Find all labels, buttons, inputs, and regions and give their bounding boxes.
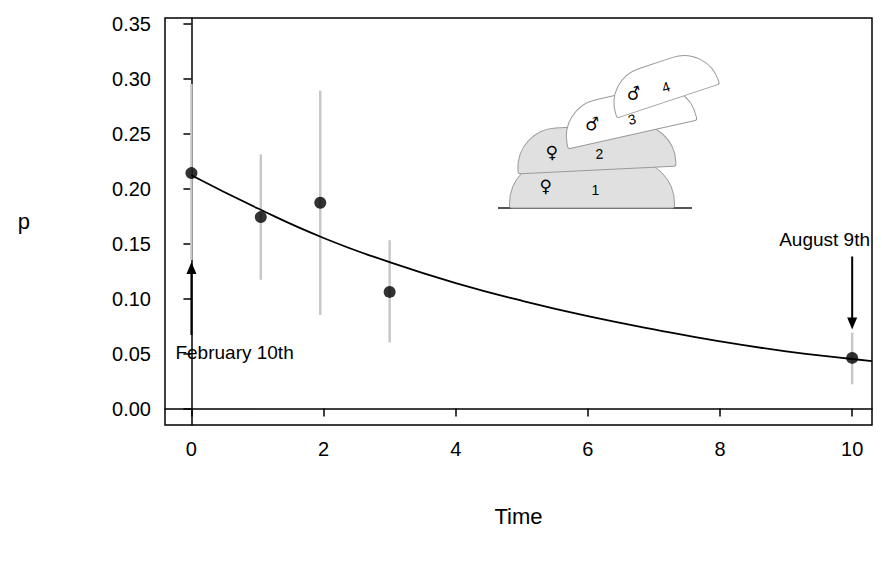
svg-text:4: 4 [660,78,673,96]
svg-text:3: 3 [626,110,638,128]
svg-text:0.00: 0.00 [112,398,151,420]
svg-text:p: p [18,209,30,234]
svg-text:8: 8 [714,438,725,460]
svg-text:2: 2 [595,146,604,162]
svg-text:0.30: 0.30 [112,68,151,90]
svg-text:6: 6 [582,438,593,460]
svg-text:2: 2 [318,438,329,460]
svg-text:4: 4 [450,438,461,460]
svg-text:0.05: 0.05 [112,343,151,365]
svg-text:1: 1 [591,182,599,198]
svg-text:0.10: 0.10 [112,288,151,310]
svg-text:Time: Time [494,504,542,529]
svg-text:♂: ♂ [583,113,602,136]
svg-text:♀: ♀ [540,176,552,196]
svg-text:0.25: 0.25 [112,123,151,145]
svg-text:0.20: 0.20 [112,178,151,200]
svg-text:♀: ♀ [545,142,558,163]
svg-text:10: 10 [841,438,863,460]
svg-text:0.15: 0.15 [112,233,151,255]
svg-text:August 9th: August 9th [779,229,870,250]
svg-text:February 10th: February 10th [175,342,293,363]
svg-text:♂: ♂ [624,82,645,106]
svg-text:0.35: 0.35 [112,13,151,35]
svg-text:0: 0 [186,438,197,460]
